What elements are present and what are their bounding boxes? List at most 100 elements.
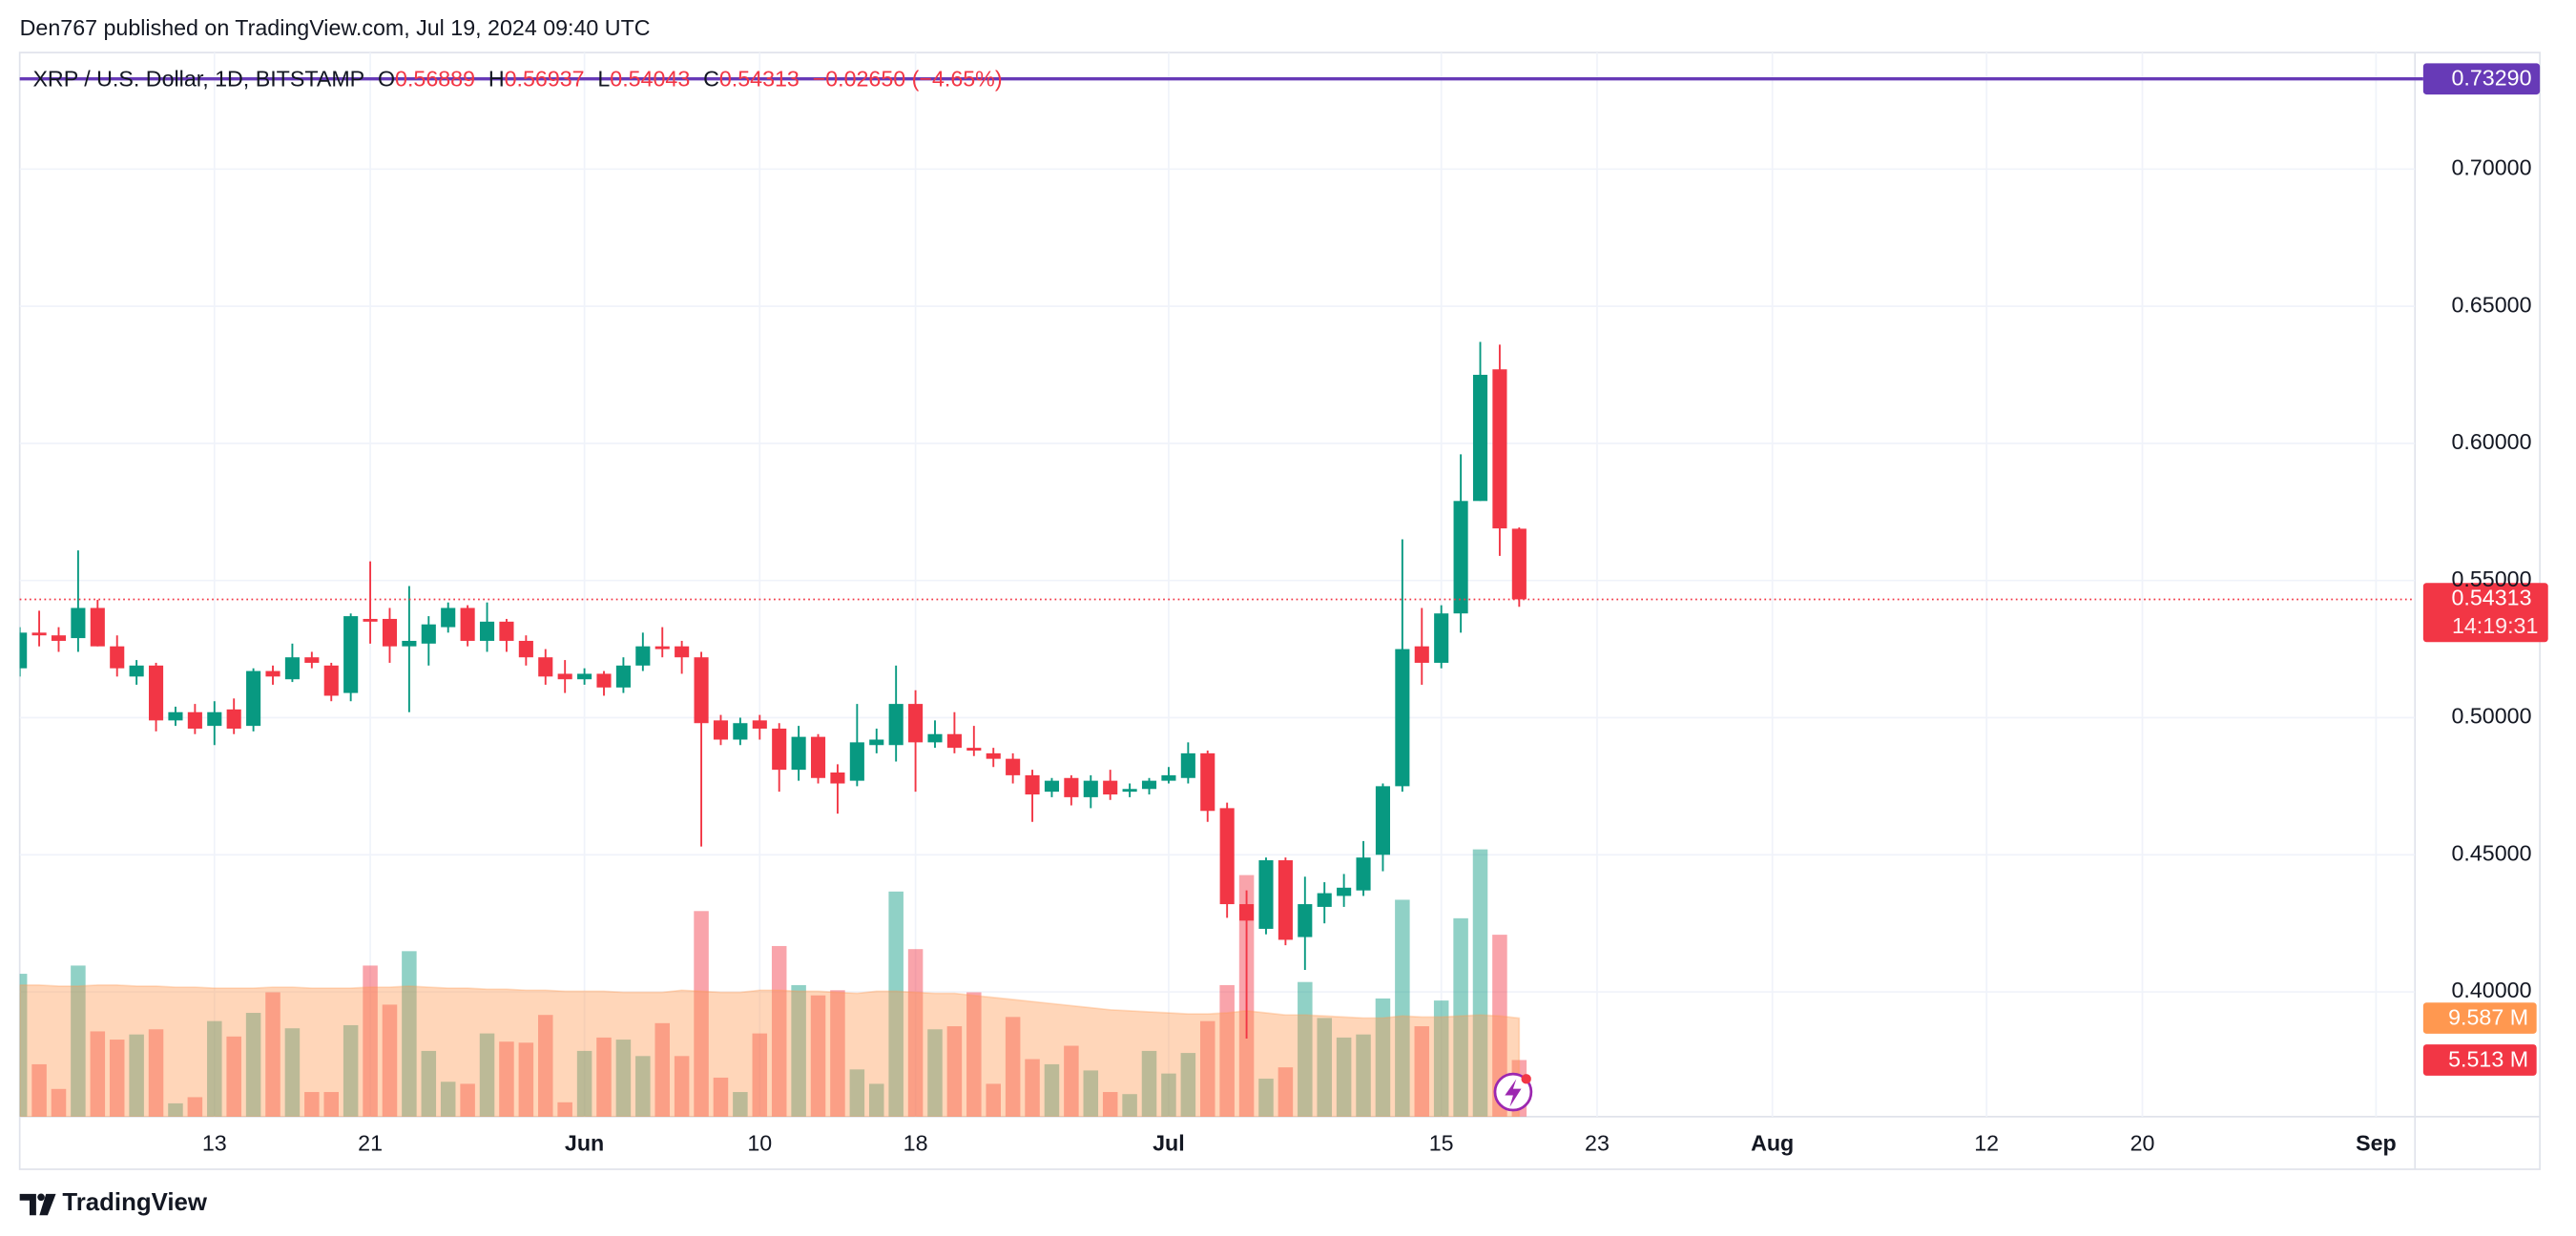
volume-bar <box>1064 1045 1079 1117</box>
volume-layer <box>19 849 1527 1117</box>
volume-bar <box>1492 935 1507 1117</box>
candle-body <box>148 665 164 721</box>
volume-bar <box>460 1083 475 1117</box>
candle-body <box>946 733 962 749</box>
candle-body <box>363 618 378 622</box>
volume-bar <box>1453 917 1468 1117</box>
last-price-label: 0.54313 <box>2452 586 2532 610</box>
volume-bar <box>31 1063 47 1117</box>
footer-logo <box>19 1193 56 1216</box>
candle-body <box>908 704 924 743</box>
volume-bar <box>557 1102 572 1117</box>
volume-bar <box>109 1040 125 1117</box>
candle-body <box>966 748 982 751</box>
x-tick-label: 23 <box>1585 1130 1610 1155</box>
volume-bar <box>90 1031 106 1117</box>
volume-bar <box>479 1033 495 1117</box>
volume-bar <box>1298 981 1313 1117</box>
y-tick-label: 0.40000 <box>2452 978 2532 1002</box>
candle-body <box>675 646 690 658</box>
countdown-label: 14:19:31 <box>2452 613 2538 638</box>
candle-body <box>343 616 359 693</box>
candle-body <box>246 670 261 727</box>
volume-bar <box>538 1015 553 1117</box>
publisher-header: Den767 published on TradingView.com, Jul… <box>20 15 651 40</box>
candle-body <box>1356 857 1371 891</box>
x-tick-label: 15 <box>1429 1130 1454 1155</box>
candle-body <box>1317 893 1332 907</box>
candle-body <box>1141 780 1157 790</box>
ohlc-key: C <box>703 67 719 92</box>
volume-bar <box>245 1013 261 1117</box>
volume-bar <box>849 1069 865 1117</box>
volume-bar <box>421 1050 437 1117</box>
volume-bar <box>148 1029 164 1117</box>
candle-body <box>713 720 729 740</box>
candle-body <box>1200 752 1215 812</box>
candle-body <box>752 720 767 729</box>
y-tick-label: 0.45000 <box>2452 840 2532 865</box>
symbol-title: XRP / U.S. Dollar, 1D, BITSTAMP <box>32 67 364 92</box>
candle-body <box>19 632 28 669</box>
volume-bar <box>596 1037 612 1117</box>
volume-bar <box>440 1082 456 1117</box>
candle-body <box>538 657 553 677</box>
candle-body <box>1044 780 1060 793</box>
volume-bar <box>1161 1073 1176 1117</box>
volume-bar <box>869 1083 884 1117</box>
candle-body <box>1006 758 1021 775</box>
candle-body <box>830 772 845 784</box>
volume-bar <box>1433 1000 1449 1117</box>
volume-bar <box>284 1028 301 1117</box>
candle-body <box>1161 774 1176 781</box>
volume-bar <box>771 945 787 1117</box>
volume-bar <box>1414 1026 1430 1117</box>
candle-body <box>654 646 670 649</box>
volume-bar <box>1317 1018 1332 1117</box>
y-tick-label: 0.60000 <box>2452 429 2532 454</box>
candle-body <box>869 739 884 746</box>
candle-body <box>1434 613 1449 663</box>
volume-bar <box>1395 899 1410 1117</box>
volume-bar <box>830 990 845 1117</box>
volume-bar <box>907 949 924 1117</box>
volume-bar <box>576 1050 592 1117</box>
candle-body <box>1180 752 1195 778</box>
snapshot-icon <box>1493 1072 1533 1112</box>
candle-body <box>479 621 495 641</box>
volume-bar <box>713 1077 729 1117</box>
candle-body <box>1395 649 1410 787</box>
volume-bar <box>927 1029 943 1117</box>
candle-body <box>499 621 514 641</box>
volume-ma-label: 9.587 M <box>2448 1005 2528 1030</box>
candle-body <box>1083 780 1098 797</box>
x-tick-label: Aug <box>1751 1130 1794 1155</box>
symbol-legend: XRP / U.S. Dollar, 1D, BITSTAMP O0.56889 H… <box>32 67 1002 92</box>
volume-ma-area <box>19 984 1521 1117</box>
candle-body <box>71 608 86 639</box>
candle-body <box>1219 808 1235 905</box>
volume-bar <box>810 995 826 1117</box>
volume-bar <box>304 1092 320 1117</box>
ohlc-value: 0.54313 <box>719 67 800 92</box>
volume-bar <box>129 1034 144 1117</box>
y-tick-label: 0.55000 <box>2452 566 2532 591</box>
price-line-label: 0.73290 <box>2452 66 2532 91</box>
volume-bar <box>615 1040 632 1117</box>
volume-bar <box>343 1024 359 1117</box>
volume-bar <box>654 1022 670 1117</box>
candle-body <box>1511 528 1527 600</box>
candle-body <box>791 736 806 771</box>
volume-bar <box>888 891 904 1117</box>
candle-body <box>772 728 787 771</box>
ohlc-value: 0.56889 <box>395 67 475 92</box>
candle-body <box>1064 777 1079 797</box>
candle-body <box>927 733 943 743</box>
candle-body <box>51 635 67 641</box>
volume-bar <box>1472 849 1488 1117</box>
candle-body <box>207 711 222 727</box>
volume-bar <box>1219 984 1235 1117</box>
candle-body <box>1278 860 1293 940</box>
